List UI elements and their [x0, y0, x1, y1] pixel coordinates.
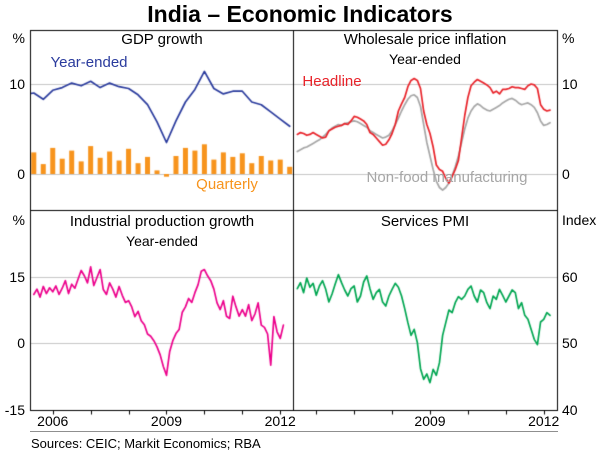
y-axis-unit-top-left: %	[12, 30, 25, 46]
panel-title-wholesale-price-inflation: Wholesale price inflation	[343, 31, 507, 48]
y-axis-tick-label: 0	[562, 166, 570, 182]
y-axis-unit-bottom-left: %	[12, 212, 25, 228]
x-axis-tick-label: 2006	[37, 413, 69, 429]
series-label-headline: Headline	[302, 73, 362, 90]
footer-divider	[30, 431, 558, 432]
y-axis-tick-label: 10	[562, 76, 578, 92]
x-axis-tick-label: 2012	[528, 413, 560, 429]
series-label-quarterly: Quarterly	[196, 176, 258, 193]
y-axis-tick-label: -15	[4, 402, 25, 418]
y-axis-tick-label: 0	[17, 335, 25, 352]
y-axis-tick-label: 50	[562, 335, 578, 352]
y-axis-tick-label: 40	[562, 402, 578, 418]
x-axis-tick-label: 2012	[264, 413, 296, 429]
y-axis-unit-top-right: %	[562, 30, 575, 46]
panel-title-industrial-production: Industrial production growth	[69, 213, 255, 230]
panel-subtitle-wpi-year-ended: Year-ended	[389, 51, 461, 67]
sources-note: Sources: CEIC; Markit Economics; RBA	[31, 436, 261, 451]
panel-title-gdp-growth: GDP growth	[121, 31, 203, 48]
x-axis-tick-label: 2009	[414, 413, 446, 429]
series-label-year-ended-gdp: Year-ended	[50, 54, 128, 71]
y-axis-tick-label: 10	[9, 76, 25, 92]
panel-subtitle-ip-year-ended: Year-ended	[126, 233, 198, 249]
x-axis-tick-label: 2009	[150, 413, 183, 429]
y-axis-tick-label: 0	[17, 166, 25, 182]
y-axis-tick-label: 15	[9, 268, 25, 285]
series-label-non-food-manufacturing: Non-food manufacturing	[366, 169, 528, 186]
panel-title-services-pmi: Services PMI	[380, 213, 470, 230]
y-axis-tick-label: 60	[562, 268, 578, 285]
y-axis-unit-bottom-right: Index	[562, 212, 597, 228]
